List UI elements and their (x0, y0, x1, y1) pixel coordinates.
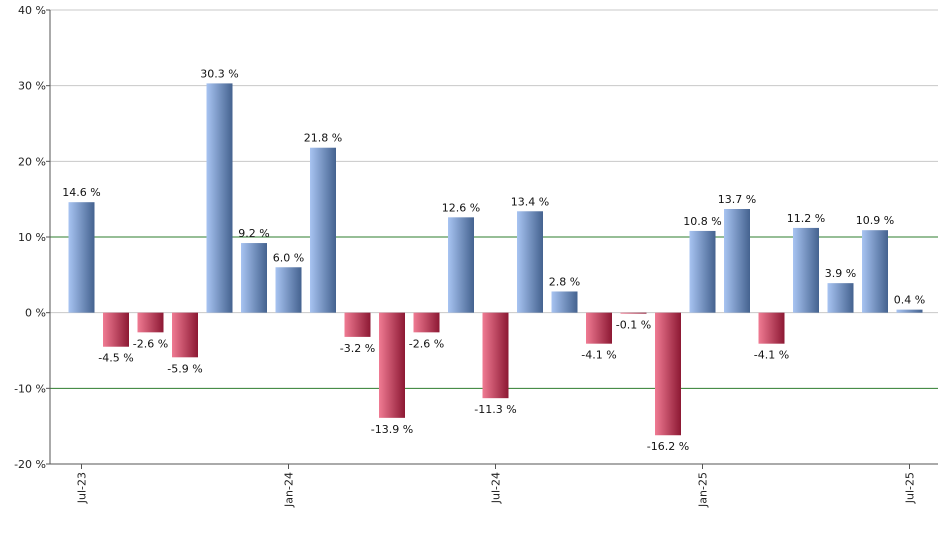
bar (896, 309, 923, 313)
bar-data-label: 2.8 % (549, 275, 580, 288)
y-tick-label: 40 % (18, 4, 46, 17)
bar-data-label: 0.4 % (894, 294, 925, 307)
bar (103, 312, 129, 347)
bar-data-label: 12.6 % (442, 201, 480, 214)
bar-data-label: -3.2 % (340, 342, 375, 355)
bar-data-label: -4.5 % (98, 352, 133, 365)
bar-data-label: 14.6 % (62, 186, 100, 199)
bar (344, 312, 371, 337)
bar-data-label: -2.6 % (133, 337, 168, 350)
bar-data-label: -16.2 % (647, 440, 689, 453)
bar (689, 230, 716, 313)
y-tick-label: 10 % (18, 231, 46, 244)
bar (310, 147, 336, 313)
bar (448, 217, 474, 313)
bar-data-label: 6.0 % (273, 251, 304, 264)
bar (724, 209, 750, 313)
bar (137, 312, 164, 333)
bar (413, 312, 440, 333)
bar (172, 312, 198, 358)
bar-data-label: 13.4 % (511, 195, 549, 208)
bar-data-label: -13.9 % (371, 423, 413, 436)
bar (551, 291, 578, 313)
y-axis: 40 % 30 % 20 % 10 % 0 % -10 % -20 % (14, 4, 51, 471)
bar (517, 211, 543, 313)
bar-data-label: 11.2 % (787, 212, 825, 225)
y-tick-label: 20 % (18, 155, 46, 168)
bar-data-label: -4.1 % (581, 349, 616, 362)
bar-data-label: 9.2 % (238, 227, 269, 240)
bar-data-label: -0.1 % (616, 318, 651, 331)
bar-data-label: 13.7 % (718, 193, 756, 206)
x-axis: Jul-23 Jan-24 Jul-24 Jan-25 Jul-25 (50, 463, 938, 508)
data-labels: 14.6 %-4.5 %-2.6 %-5.9 %30.3 %9.2 %6.0 %… (62, 67, 925, 453)
bar (482, 312, 509, 399)
bar (827, 283, 854, 313)
bar (758, 312, 785, 344)
bar-data-label: -5.9 % (167, 362, 202, 375)
x-tick-label: Jan-25 (697, 472, 710, 508)
bar-data-label: 30.3 % (200, 67, 238, 80)
bar (793, 227, 819, 313)
bars (68, 83, 923, 436)
bar (862, 230, 888, 313)
y-tick-label: -20 % (14, 458, 46, 471)
bar-data-label: -4.1 % (754, 349, 789, 362)
y-tick-label: 30 % (18, 80, 46, 93)
x-tick-label: Jul-25 (904, 472, 917, 504)
bar (206, 83, 233, 313)
bar (275, 267, 302, 313)
x-tick-label: Jul-24 (490, 472, 503, 504)
y-tick-label: -10 % (14, 382, 46, 395)
y-tick-label: 0 % (25, 307, 46, 320)
x-tick-label: Jul-23 (76, 472, 89, 504)
bar (379, 312, 405, 418)
bar (586, 312, 612, 344)
bar-data-label: -11.3 % (474, 403, 516, 416)
bar (655, 312, 681, 436)
bar-data-label: 10.9 % (856, 214, 894, 227)
bar (620, 312, 647, 314)
bar-data-label: 10.8 % (683, 215, 721, 228)
bar (68, 202, 95, 313)
bar (241, 243, 267, 313)
x-tick-label: Jan-24 (283, 472, 296, 508)
bar-data-label: 3.9 % (825, 267, 856, 280)
bar-data-label: -2.6 % (409, 337, 444, 350)
bar-data-label: 21.8 % (304, 132, 342, 145)
